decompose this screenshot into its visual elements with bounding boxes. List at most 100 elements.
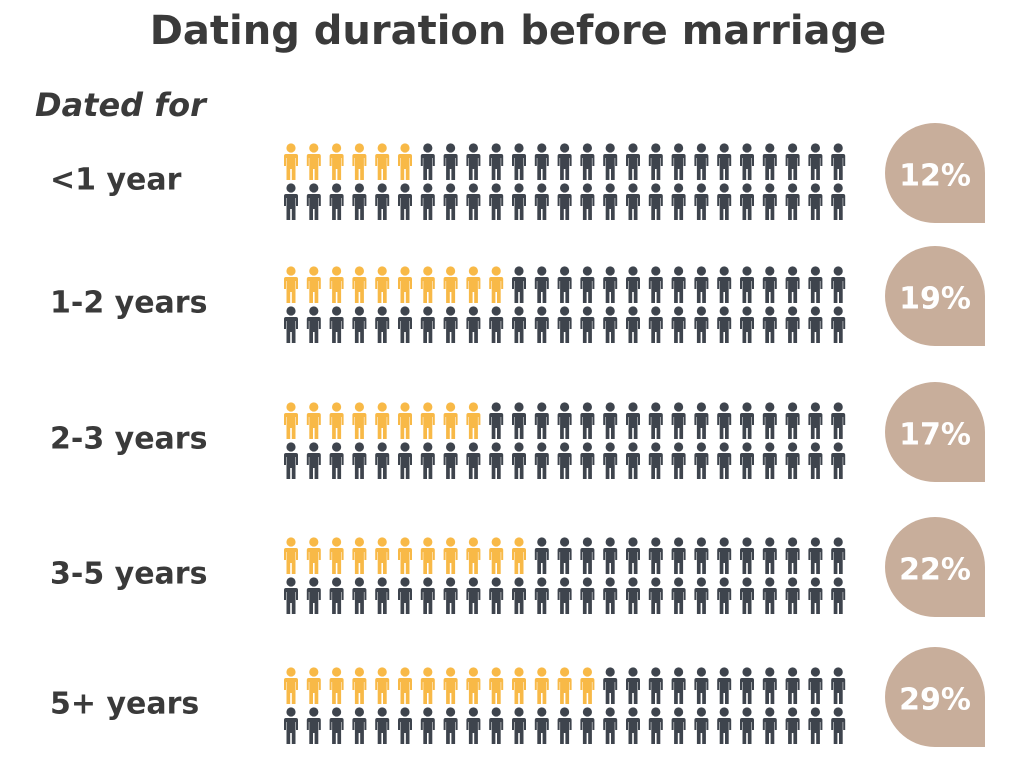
icon-head [491, 577, 501, 587]
icon-head [446, 402, 456, 412]
icon-body [352, 453, 367, 479]
icon-body [762, 678, 777, 704]
person-icon [352, 306, 367, 343]
icon-head [628, 402, 638, 412]
icon-body [466, 277, 481, 303]
icon-head [400, 183, 410, 193]
icon-head [354, 143, 364, 153]
person-icon [512, 537, 526, 574]
icon-body [762, 277, 777, 303]
icon-head [628, 143, 638, 153]
value-badge [885, 382, 985, 482]
icon-body [512, 548, 526, 574]
icon-head [810, 143, 821, 153]
icon-head [582, 707, 593, 717]
icon-body [740, 413, 754, 439]
person-icon [329, 537, 344, 574]
remaining-icons [284, 143, 846, 220]
icon-body [808, 588, 823, 614]
icon-head [674, 537, 684, 547]
person-icon [375, 442, 390, 479]
icon-head [332, 143, 342, 153]
icon-head [446, 306, 456, 316]
icon-body [352, 678, 367, 704]
icon-body [808, 317, 823, 343]
icon-body [785, 678, 800, 704]
icon-head [651, 402, 661, 412]
person-icon [398, 442, 412, 479]
person-icon [785, 306, 800, 343]
icon-body [740, 588, 754, 614]
icon-head [332, 442, 342, 452]
icon-head [377, 442, 387, 452]
icon-head [628, 667, 638, 677]
icon-head [446, 667, 456, 677]
icon-head [377, 707, 387, 717]
person-icon [466, 707, 481, 744]
person-icon [808, 306, 823, 343]
person-icon [717, 537, 732, 574]
person-icon [443, 266, 458, 303]
icon-body [329, 588, 344, 614]
icon-head [537, 183, 547, 193]
person-icon [648, 183, 663, 220]
icon-head [582, 537, 593, 547]
icon-body [671, 413, 686, 439]
icon-head [696, 707, 707, 717]
person-icon [306, 577, 321, 614]
person-icon [284, 143, 298, 180]
icon-body [648, 413, 663, 439]
icon-body [762, 548, 777, 574]
icon-head [651, 183, 661, 193]
icon-head [719, 183, 729, 193]
icon-head [423, 537, 433, 547]
icon-body [694, 277, 709, 303]
icon-head [537, 402, 547, 412]
person-icon [284, 402, 298, 439]
icon-body [580, 194, 595, 220]
person-icon [580, 402, 595, 439]
person-icon [512, 183, 526, 220]
icon-head [833, 667, 843, 677]
person-icon [420, 442, 435, 479]
icon-head [582, 402, 593, 412]
icon-head [742, 306, 752, 316]
person-icon [762, 402, 777, 439]
remaining-icons [284, 537, 846, 614]
icon-body [352, 154, 367, 180]
icon-head [719, 577, 729, 587]
icon-body [466, 588, 481, 614]
value-label: 29% [899, 683, 971, 718]
icon-head [833, 442, 843, 452]
person-icon [489, 306, 504, 343]
icon-head [765, 442, 775, 452]
person-icon [762, 537, 777, 574]
icon-body [580, 154, 595, 180]
person-icon [534, 442, 549, 479]
icon-body [557, 718, 572, 744]
icon-body [466, 194, 481, 220]
person-icon [512, 707, 526, 744]
icon-head [582, 577, 593, 587]
icon-body [306, 718, 321, 744]
icon-head [560, 306, 570, 316]
icon-body [284, 548, 298, 574]
icon-head [286, 402, 296, 412]
icon-body [808, 453, 823, 479]
icon-head [377, 402, 387, 412]
person-icon [785, 537, 800, 574]
value-label: 17% [899, 418, 971, 453]
person-icon [694, 667, 709, 704]
person-icon [580, 442, 595, 479]
highlighted-icons [284, 143, 412, 180]
person-icon [352, 402, 367, 439]
person-icon [626, 143, 640, 180]
icon-body [534, 453, 549, 479]
icon-body [329, 548, 344, 574]
icon-head [537, 306, 547, 316]
person-icon [466, 667, 481, 704]
person-icon [785, 707, 800, 744]
person-icon [375, 266, 390, 303]
person-icon [762, 143, 777, 180]
